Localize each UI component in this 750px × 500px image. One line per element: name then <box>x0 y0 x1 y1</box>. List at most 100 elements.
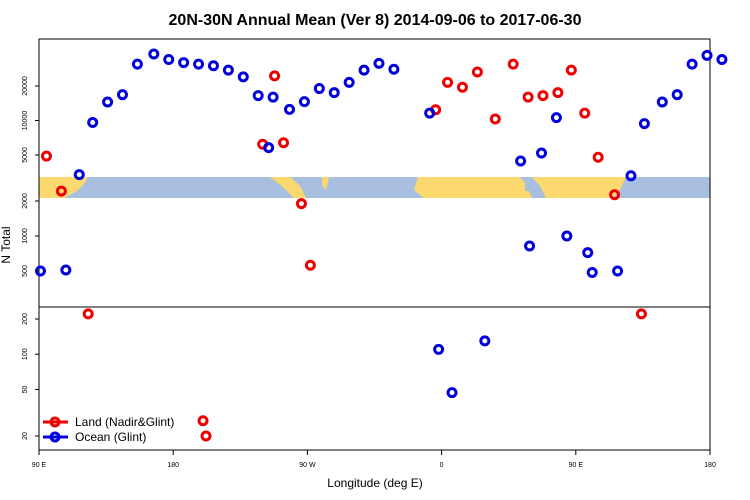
ocean-point <box>424 107 436 119</box>
ocean-point <box>625 170 637 182</box>
ocean-point <box>193 58 205 70</box>
ocean-point <box>358 64 370 76</box>
ocean-point <box>87 117 99 129</box>
chart-title: 20N-30N Annual Mean (Ver 8) 2014-09-06 t… <box>169 12 582 29</box>
y-axis: 20 50 100 200 500 1000 2000 5000 10000 20000 <box>22 76 39 440</box>
land-point <box>552 87 564 99</box>
ocean-point <box>524 240 536 252</box>
x-tick-label: 180 <box>704 462 716 469</box>
ocean-point <box>73 169 85 181</box>
x-tick-label: 180 <box>167 462 179 469</box>
land-point <box>565 64 577 76</box>
map-land-florida <box>322 177 329 190</box>
x-axis: 90 E 180 90 W 0 90 E 180 <box>32 450 716 469</box>
ocean-point <box>638 118 650 130</box>
map-land-mexico <box>270 177 306 198</box>
land-point <box>269 70 281 82</box>
legend-land-label: Land (Nadir&Glint) <box>75 415 174 429</box>
ocean-point <box>313 83 325 95</box>
y-tick-label: 1000 <box>22 228 29 244</box>
land-point <box>40 150 52 162</box>
ocean-point <box>298 96 310 108</box>
ocean-point <box>237 71 249 83</box>
ocean-point <box>373 57 385 69</box>
land-point <box>635 308 647 320</box>
ocean-point <box>284 103 296 115</box>
y-tick-label: 100 <box>22 348 29 360</box>
land-point <box>304 259 316 271</box>
ocean-point <box>131 58 143 70</box>
map-red-sea <box>525 177 529 191</box>
y-tick-label: 500 <box>22 265 29 277</box>
ocean-point <box>479 335 491 347</box>
ocean-point <box>163 54 175 66</box>
ocean-point <box>267 91 279 103</box>
plot-frame <box>38 38 711 451</box>
ocean-point <box>671 89 683 101</box>
ocean-point <box>433 343 445 355</box>
legend-land-marker <box>49 416 61 428</box>
map-land-arabia <box>532 177 626 198</box>
land-point <box>489 113 501 125</box>
y-tick-label: 50 <box>22 385 29 393</box>
land-point <box>278 137 290 149</box>
legend-ocean-label: Ocean (Glint) <box>75 430 146 444</box>
ocean-point <box>686 58 698 70</box>
legend: Land (Nadir&Glint) Ocean (Glint) <box>43 415 174 444</box>
land-point <box>456 81 468 93</box>
ocean-point <box>60 264 72 276</box>
ocean-point <box>550 112 562 124</box>
land-point <box>522 91 534 103</box>
ocean-point <box>252 90 264 102</box>
x-axis-label: Longitude (deg E) <box>327 476 422 490</box>
land-point <box>471 66 483 78</box>
ocean-point <box>716 54 728 66</box>
ocean-point <box>34 265 46 277</box>
land-point <box>197 415 209 427</box>
x-tick-label: 0 <box>440 462 444 469</box>
ocean-point <box>117 89 129 101</box>
land-point <box>200 430 212 442</box>
y-tick-label: 2000 <box>22 193 29 209</box>
ocean-point <box>561 230 573 242</box>
ocean-point <box>388 63 400 75</box>
world-map-strip <box>39 177 710 198</box>
ocean-point <box>222 64 234 76</box>
ocean-point <box>102 96 114 108</box>
ocean-point <box>536 147 548 159</box>
ocean-point <box>612 265 624 277</box>
land-point <box>537 90 549 102</box>
land-point <box>295 198 307 210</box>
ocean-point <box>148 48 160 60</box>
land-point <box>592 151 604 163</box>
x-tick-label: 90 E <box>32 462 47 469</box>
x-tick-label: 90 W <box>299 462 316 469</box>
map-land-africa <box>414 177 532 198</box>
y-tick-label: 200 <box>22 313 29 325</box>
ocean-point <box>701 49 713 61</box>
y-axis-label: N Total <box>0 226 13 263</box>
y-tick-label: 10000 <box>22 111 29 131</box>
ocean-point <box>586 266 598 278</box>
x-tick-label: 90 E <box>569 462 584 469</box>
y-tick-label: 20000 <box>22 76 29 96</box>
y-tick-label: 5000 <box>22 147 29 163</box>
ocean-point <box>515 155 527 167</box>
ocean-point <box>343 76 355 88</box>
y-tick-label: 20 <box>22 432 29 440</box>
land-point <box>507 58 519 70</box>
land-point <box>55 185 67 197</box>
ocean-point <box>328 87 340 99</box>
land-point <box>609 189 621 201</box>
land-point <box>82 308 94 320</box>
ocean-point <box>207 60 219 72</box>
land-point <box>579 107 591 119</box>
legend-ocean-marker <box>49 431 61 443</box>
data-points <box>34 48 728 442</box>
ocean-point <box>178 57 190 69</box>
ocean-point <box>656 96 668 108</box>
ocean-point <box>446 387 458 399</box>
ocean-point <box>263 142 275 154</box>
land-point <box>442 76 454 88</box>
